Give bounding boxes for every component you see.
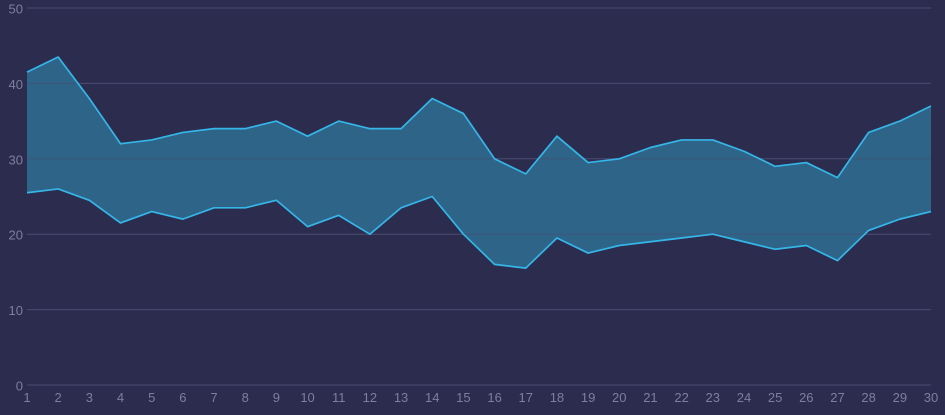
svg-text:29: 29 <box>893 390 907 405</box>
svg-text:25: 25 <box>768 390 782 405</box>
svg-text:30: 30 <box>9 152 23 167</box>
svg-text:26: 26 <box>799 390 813 405</box>
svg-text:23: 23 <box>706 390 720 405</box>
svg-text:24: 24 <box>737 390 751 405</box>
svg-text:7: 7 <box>210 390 217 405</box>
svg-text:20: 20 <box>612 390 626 405</box>
svg-text:12: 12 <box>363 390 377 405</box>
svg-text:13: 13 <box>394 390 408 405</box>
svg-text:4: 4 <box>117 390 124 405</box>
svg-text:3: 3 <box>86 390 93 405</box>
svg-text:11: 11 <box>332 390 346 405</box>
svg-text:21: 21 <box>643 390 657 405</box>
svg-text:19: 19 <box>581 390 595 405</box>
svg-text:10: 10 <box>300 390 314 405</box>
svg-text:30: 30 <box>924 390 938 405</box>
svg-text:40: 40 <box>9 77 23 92</box>
svg-text:10: 10 <box>9 303 23 318</box>
svg-text:2: 2 <box>55 390 62 405</box>
svg-text:15: 15 <box>456 390 470 405</box>
svg-text:20: 20 <box>9 228 23 243</box>
svg-text:27: 27 <box>830 390 844 405</box>
svg-text:6: 6 <box>179 390 186 405</box>
svg-text:5: 5 <box>148 390 155 405</box>
svg-text:50: 50 <box>9 2 23 17</box>
svg-text:18: 18 <box>550 390 564 405</box>
svg-text:14: 14 <box>425 390 439 405</box>
svg-text:9: 9 <box>273 390 280 405</box>
svg-text:1: 1 <box>23 390 30 405</box>
svg-text:16: 16 <box>487 390 501 405</box>
svg-text:17: 17 <box>519 390 533 405</box>
svg-text:0: 0 <box>16 379 23 394</box>
svg-text:22: 22 <box>674 390 688 405</box>
svg-text:28: 28 <box>861 390 875 405</box>
svg-text:8: 8 <box>242 390 249 405</box>
